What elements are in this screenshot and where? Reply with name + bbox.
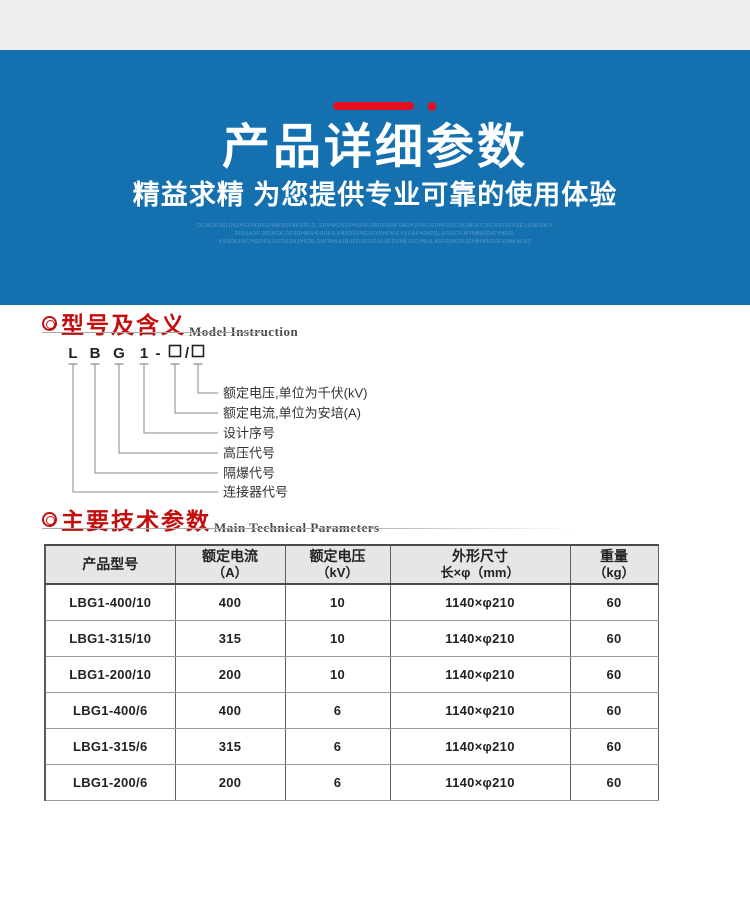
section-title-cn: 型号及含义 (61, 313, 186, 338)
diagram-label-rated-current: 额定电流,单位为安培(A) (223, 406, 361, 421)
code-char-dash: - (156, 345, 161, 362)
cell-model: LBG1-200/6 (44, 763, 176, 801)
table-row: LBG1-315/6 315 6 1140×φ210 60 (44, 727, 659, 765)
fineprint-line: KVNDKJIVCHSDIFUJLFDSGNJHFDILGNTRHLKIRUFO… (218, 239, 532, 245)
cell-weight: 60 (569, 691, 659, 729)
col-header-weight: 重量 （kg） (569, 544, 659, 585)
cell-current: 200 (174, 763, 286, 801)
cell-dimensions: 1140×φ210 (389, 691, 571, 729)
cell-voltage: 6 (284, 763, 391, 801)
cell-current: 315 (174, 727, 286, 765)
cell-model: LBG1-400/10 (44, 583, 176, 621)
code-char-L: L (68, 345, 77, 362)
col-header-rated-current: 额定电流 （A） (174, 544, 286, 585)
table-row: LBG1-200/10 200 10 1140×φ210 60 (44, 655, 659, 693)
red-accent-bar (333, 102, 414, 110)
red-accent-dot-icon (428, 102, 436, 111)
cell-model: LBG1-315/6 (44, 727, 176, 765)
diagram-label-connector-code: 连接器代号 (223, 485, 288, 500)
model-code-diagram: L B G 1 - / 额定电压,单位为千伏(kV) 额定电流,单位为安培(A) (68, 344, 367, 500)
cell-dimensions: 1140×φ210 (389, 763, 571, 801)
fineprint-line: OLJKDFJGLDSJHGOIKDFGHNKSDFBKSDFJL,SDVNKJ… (196, 223, 554, 229)
cell-voltage: 6 (284, 727, 391, 765)
section-title-en: Model Instruction (189, 324, 299, 339)
diagram-label-high-voltage-code: 高压代号 (223, 446, 275, 461)
code-box-current-icon (168, 344, 182, 358)
table-row: LBG1-200/6 200 6 1140×φ210 60 (44, 763, 659, 801)
cell-dimensions: 1140×φ210 (389, 727, 571, 765)
cell-dimensions: 1140×φ210 (389, 583, 571, 621)
cell-dimensions: 1140×φ210 (389, 655, 571, 693)
spec-table: 产品型号 额定电流 （A） 额定电压 （kV） 外形尺寸 长×φ（mm） 重量 （kg）… (44, 544, 659, 801)
bullseye-icon (42, 315, 57, 331)
code-char-slash: / (185, 345, 190, 362)
cell-voltage: 6 (284, 691, 391, 729)
hero-banner: 产品详细参数 精益求精 为您提供专业可靠的使用体验 OLJKDFJGLDSJHG… (0, 50, 750, 305)
diagram-label-design-serial: 设计序号 (223, 426, 275, 441)
page-subtitle: 精益求精 为您提供专业可靠的使用体验 (132, 180, 618, 210)
cell-weight: 60 (569, 763, 659, 801)
cell-model: LBG1-200/10 (44, 655, 176, 693)
code-char-G: G (113, 345, 125, 362)
cell-current: 315 (174, 619, 286, 657)
diagram-label-flameproof-code: 隔爆代号 (223, 466, 275, 481)
cell-current: 200 (174, 655, 286, 693)
cell-current: 400 (174, 583, 286, 621)
decorative-fineprint: OLJKDFJGLDSJHGOIKDFGHNKSDFBKSDFJL,SDVNKJ… (0, 222, 750, 246)
cell-model: LBG1-315/10 (44, 619, 176, 657)
cell-current: 400 (174, 691, 286, 729)
cell-weight: 60 (569, 727, 659, 765)
code-box-voltage-icon (191, 344, 205, 358)
cell-model: LBG1-400/6 (44, 691, 176, 729)
cell-voltage: 10 (284, 583, 391, 621)
top-gray-band (0, 0, 750, 50)
code-char-B: B (90, 345, 101, 362)
leader-lines (72, 364, 218, 493)
col-header-model: 产品型号 (44, 544, 176, 585)
table-row: LBG1-400/10 400 10 1140×φ210 60 (44, 583, 659, 621)
diagram-label-rated-voltage: 额定电压,单位为千伏(kV) (223, 386, 367, 401)
cell-weight: 60 (569, 619, 659, 657)
fineprint-line: OISUAOF.JSDNGK,DFSGHBIVKISDFJLKASDGFNCIX… (234, 231, 516, 237)
bullseye-icon (42, 511, 57, 527)
table-row: LBG1-315/10 315 10 1140×φ210 60 (44, 619, 659, 657)
table-row: LBG1-400/6 400 6 1140×φ210 60 (44, 691, 659, 729)
section-title-cn: 主要技术参数 (61, 509, 211, 534)
col-header-dimensions: 外形尺寸 长×φ（mm） (389, 544, 571, 585)
table-header-row: 产品型号 额定电流 （A） 额定电压 （kV） 外形尺寸 长×φ（mm） 重量 （kg） (44, 544, 659, 585)
col-header-rated-voltage: 额定电压 （kV） (284, 544, 391, 585)
section-underline (42, 332, 263, 333)
section-title-en: Main Technical Parameters (214, 520, 380, 535)
page-title: 产品详细参数 (221, 121, 528, 174)
section-header-model: 型号及含义 Model Instruction (42, 306, 298, 339)
cell-weight: 60 (569, 583, 659, 621)
section-header-tech-params: 主要技术参数 Main Technical Parameters (42, 502, 380, 535)
cell-voltage: 10 (284, 655, 391, 693)
cell-dimensions: 1140×φ210 (389, 619, 571, 657)
cell-voltage: 10 (284, 619, 391, 657)
section-underline (42, 528, 577, 529)
cell-weight: 60 (569, 655, 659, 693)
code-char-1: 1 (140, 345, 148, 362)
